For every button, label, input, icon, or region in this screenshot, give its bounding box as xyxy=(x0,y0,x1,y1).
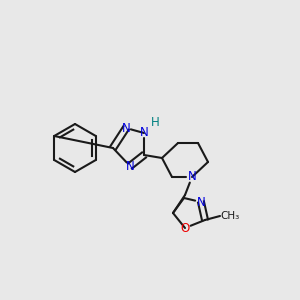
Text: N: N xyxy=(196,196,206,208)
Text: H: H xyxy=(151,116,159,128)
Text: N: N xyxy=(140,127,148,140)
Text: N: N xyxy=(122,122,130,134)
Text: N: N xyxy=(126,160,134,172)
Text: CH₃: CH₃ xyxy=(220,211,239,221)
Text: O: O xyxy=(180,221,190,235)
Text: N: N xyxy=(188,170,196,184)
